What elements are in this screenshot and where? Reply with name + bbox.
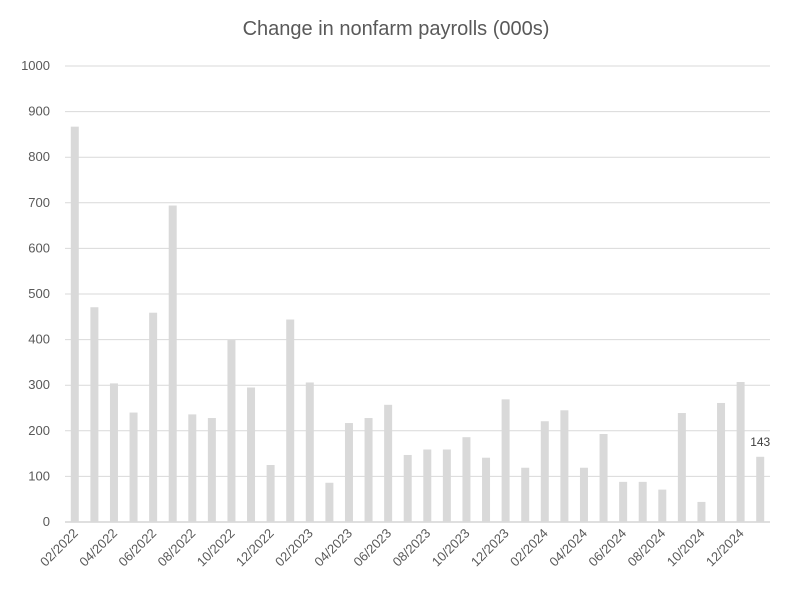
bar <box>756 456 765 522</box>
x-tick-label: 04/2024 <box>546 526 590 570</box>
bar <box>462 437 471 522</box>
bar <box>482 457 491 522</box>
bar <box>619 481 628 522</box>
bar <box>579 467 588 522</box>
bar <box>638 481 647 522</box>
bar <box>364 418 373 522</box>
bar <box>540 421 549 522</box>
bar <box>717 402 726 522</box>
bar <box>658 489 667 522</box>
y-tick-label: 200 <box>28 423 50 438</box>
bar <box>149 312 158 522</box>
bar <box>129 412 138 522</box>
bar <box>501 399 510 522</box>
bar <box>384 404 393 522</box>
bar <box>560 410 569 522</box>
bar <box>188 414 197 522</box>
y-tick-label: 900 <box>28 104 50 119</box>
chart-title: Change in nonfarm payrolls (000s) <box>242 18 550 40</box>
bar <box>736 382 745 522</box>
bar <box>266 465 275 522</box>
bar <box>168 205 177 522</box>
bar <box>247 387 256 522</box>
bar <box>109 383 118 522</box>
bar <box>697 501 706 522</box>
x-tick-label: 10/2022 <box>194 526 238 570</box>
bar <box>286 319 295 522</box>
bar <box>423 449 432 522</box>
y-tick-label: 100 <box>28 468 50 483</box>
x-tick-label: 08/2022 <box>155 526 199 570</box>
y-tick-label: 800 <box>28 149 50 164</box>
x-tick-label: 06/2022 <box>115 526 159 570</box>
x-tick-label: 12/2024 <box>703 526 747 570</box>
y-tick-label: 600 <box>28 240 50 255</box>
y-tick-label: 1000 <box>21 58 50 73</box>
x-tick-label: 08/2024 <box>625 526 669 570</box>
x-tick-label: 02/2023 <box>272 526 316 570</box>
bar <box>344 423 353 522</box>
x-tick-label: 12/2022 <box>233 526 277 570</box>
bar <box>227 340 236 522</box>
y-tick-label: 0 <box>43 514 50 529</box>
y-tick-label: 400 <box>28 332 50 347</box>
x-tick-label: 10/2023 <box>429 526 473 570</box>
bar <box>521 467 530 522</box>
bar <box>90 307 99 522</box>
x-tick-label: 06/2023 <box>350 526 394 570</box>
x-tick-label: 10/2024 <box>664 526 708 570</box>
x-tick-label: 02/2022 <box>37 526 81 570</box>
bar <box>207 418 216 522</box>
bar <box>70 126 79 522</box>
y-tick-label: 300 <box>28 377 50 392</box>
x-tick-label: 12/2023 <box>468 526 512 570</box>
bar <box>325 482 334 522</box>
bar <box>403 454 412 522</box>
x-tick-label: 04/2022 <box>76 526 120 570</box>
y-tick-label: 500 <box>28 286 50 301</box>
data-label: 143 <box>750 435 770 449</box>
x-tick-label: 08/2023 <box>390 526 434 570</box>
bar <box>677 413 686 522</box>
x-tick-label: 06/2024 <box>585 526 629 570</box>
x-tick-label: 02/2024 <box>507 526 551 570</box>
x-tick-label: 04/2023 <box>311 526 355 570</box>
y-tick-label: 700 <box>28 195 50 210</box>
bar <box>305 382 314 522</box>
bar <box>599 433 608 522</box>
bar <box>442 449 451 522</box>
